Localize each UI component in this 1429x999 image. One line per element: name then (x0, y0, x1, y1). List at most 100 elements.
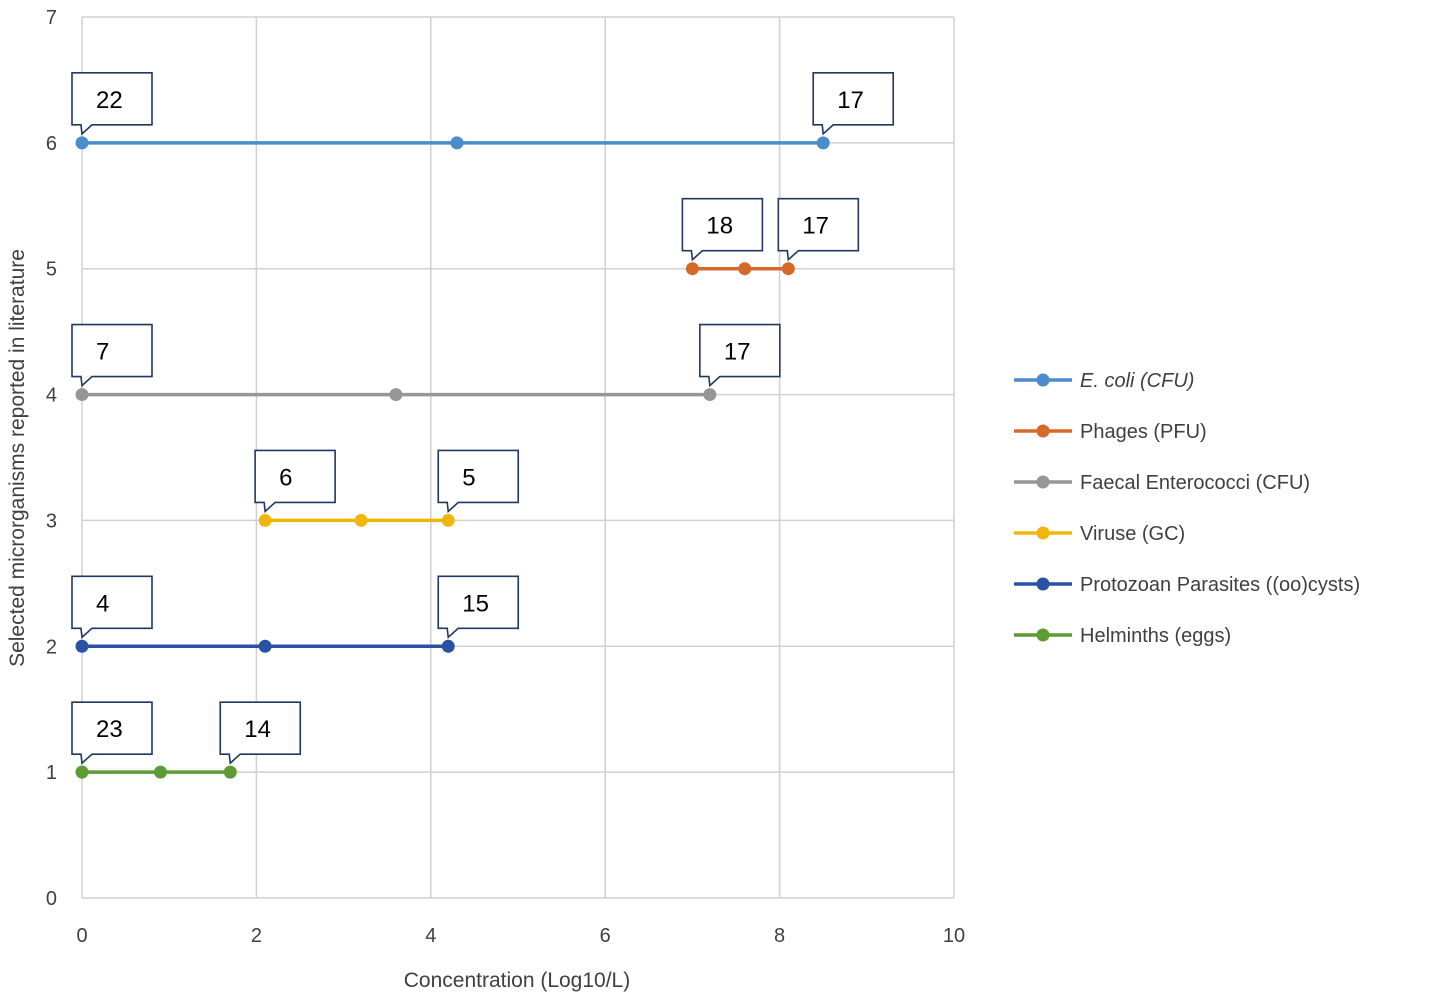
legend-label: Helminths (eggs) (1080, 625, 1231, 647)
callout-box (71, 575, 153, 639)
legend-item-phages-pfu: Phages (PFU) (1014, 421, 1207, 443)
callout-label: 5 (462, 464, 475, 491)
callout-box (71, 72, 153, 136)
data-point (816, 136, 830, 150)
data-point (258, 639, 272, 653)
data-callout: 17 (699, 323, 781, 388)
legend-item-protozoan-parasites-oo-cysts: Protozoan Parasites ((oo)cysts) (1014, 574, 1360, 596)
x-tick-label: 4 (425, 925, 436, 947)
data-callout: 14 (219, 701, 302, 765)
callout-label: 14 (244, 716, 271, 743)
legend-swatch-marker (1036, 424, 1050, 438)
callout-box (812, 72, 894, 136)
data-point (738, 262, 752, 276)
legend-label: E. coli (CFU) (1080, 370, 1194, 392)
data-callout: 4 (71, 575, 153, 639)
data-callout: 18 (681, 197, 764, 262)
data-point (441, 513, 455, 527)
legend-swatch-marker (1036, 526, 1050, 540)
callout-box (777, 197, 860, 262)
callout-label: 7 (96, 339, 109, 366)
y-tick-label: 0 (46, 888, 57, 910)
legend-label: Viruse (GC) (1080, 523, 1185, 545)
callout-label: 17 (837, 87, 864, 114)
callouts-layer: 22 17 18 17 7 17 6 5 4 15 23 14 (71, 72, 894, 765)
series-e-coli-cfu (75, 136, 830, 150)
y-tick-label: 1 (46, 762, 57, 784)
series-protozoan-parasites-oo-cysts (75, 639, 455, 653)
x-tick-label: 10 (943, 925, 965, 947)
callout-box (699, 323, 781, 388)
legend-item-faecal-enterococci-cfu: Faecal Enterococci (CFU) (1014, 472, 1310, 494)
callout-label: 15 (462, 590, 489, 617)
series-viruse-gc (258, 513, 455, 527)
y-tick-label: 5 (46, 259, 57, 281)
legend: E. coli (CFU) Phages (PFU) Faecal Enteroco… (1014, 370, 1360, 647)
data-point (389, 388, 403, 402)
series-phages-pfu (685, 262, 795, 276)
legend-item-helminths-eggs: Helminths (eggs) (1014, 625, 1231, 647)
callout-box (71, 701, 153, 765)
data-point (781, 262, 795, 276)
legend-swatch-marker (1036, 628, 1050, 642)
x-axis-title: Concentration (Log10/L) (404, 969, 630, 992)
series-faecal-enterococci-cfu (75, 388, 717, 402)
x-tick-label: 8 (774, 925, 785, 947)
data-callout: 22 (71, 72, 153, 136)
data-callout: 17 (777, 197, 860, 262)
data-callout: 6 (254, 449, 336, 514)
legend-swatch-marker (1036, 475, 1050, 489)
data-point (450, 136, 464, 150)
callout-label: 23 (96, 716, 123, 743)
legend-swatch-marker (1036, 577, 1050, 591)
callout-label: 17 (802, 213, 829, 240)
callout-box (219, 701, 302, 765)
data-point (75, 765, 89, 779)
data-point (75, 639, 89, 653)
callout-box (254, 449, 336, 514)
y-tick-label: 6 (46, 133, 57, 155)
data-point (75, 388, 89, 402)
data-point (223, 765, 237, 779)
callout-label: 18 (706, 213, 733, 240)
series-helminths-eggs (75, 765, 237, 779)
data-callout: 15 (437, 575, 520, 639)
x-tick-label: 6 (600, 925, 611, 947)
callout-box (437, 575, 520, 639)
callout-box (681, 197, 764, 262)
data-callout: 23 (71, 701, 153, 765)
y-tick-label: 2 (46, 636, 57, 658)
callout-box (437, 449, 520, 514)
data-callout: 17 (812, 72, 894, 136)
callout-label: 4 (96, 590, 109, 617)
data-point (75, 136, 89, 150)
data-point (153, 765, 167, 779)
data-callout: 5 (437, 449, 520, 514)
callout-label: 6 (279, 464, 292, 491)
data-point (685, 262, 699, 276)
series-layer (75, 136, 830, 779)
y-tick-label: 4 (46, 385, 57, 407)
callout-label: 22 (96, 87, 123, 114)
callout-label: 17 (724, 339, 751, 366)
legend-label: Protozoan Parasites ((oo)cysts) (1080, 574, 1360, 596)
data-point (258, 513, 272, 527)
data-callout: 7 (71, 323, 153, 388)
x-axis-ticks: 0 2 4 6 8 10 (76, 925, 965, 947)
callout-box (71, 323, 153, 388)
legend-label: Faecal Enterococci (CFU) (1080, 472, 1310, 494)
y-tick-label: 7 (46, 7, 57, 29)
data-point (441, 639, 455, 653)
y-tick-label: 3 (46, 510, 57, 532)
legend-label: Phages (PFU) (1080, 421, 1207, 443)
x-tick-label: 0 (76, 925, 87, 947)
data-point (354, 513, 368, 527)
legend-swatch-marker (1036, 373, 1050, 387)
y-axis-title: Selected microrganisms reported in liter… (6, 249, 29, 667)
legend-item-viruse-gc: Viruse (GC) (1014, 523, 1185, 545)
y-axis-ticks: 0 1 2 3 4 5 6 7 (46, 7, 57, 910)
data-point (703, 388, 717, 402)
legend-item-e-coli-cfu: E. coli (CFU) (1014, 370, 1194, 392)
x-tick-label: 2 (251, 925, 262, 947)
